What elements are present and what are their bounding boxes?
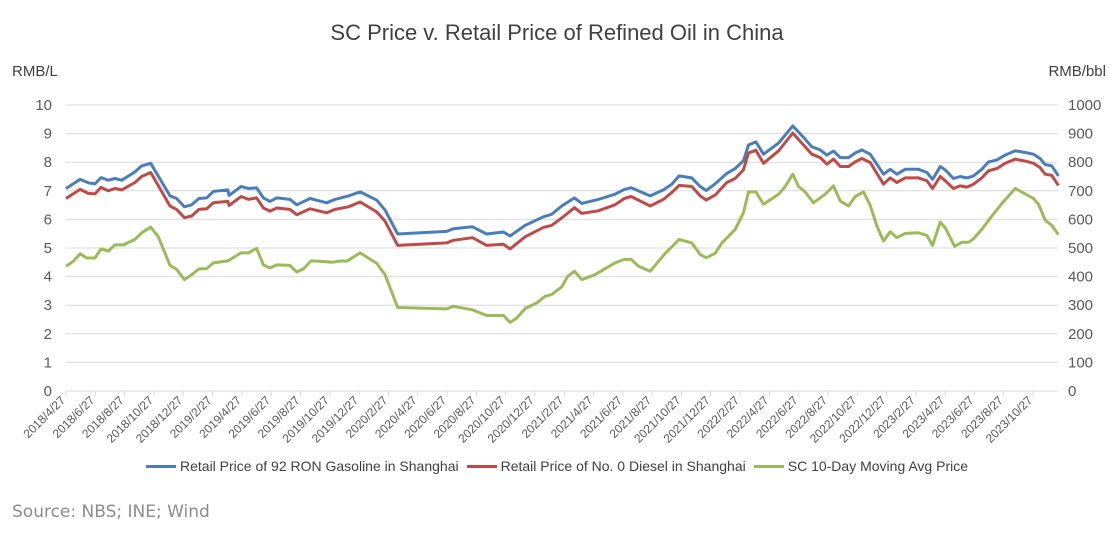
y-tick-label-right: 1000 — [1068, 97, 1101, 114]
y-tick-label-right: 300 — [1068, 297, 1093, 314]
chart-title: SC Price v. Retail Price of Refined Oil … — [330, 20, 784, 45]
right-axis-unit: RMB/bbl — [1048, 63, 1106, 80]
y-tick-label-left: 7 — [44, 183, 52, 200]
y-tick-label-right: 800 — [1068, 154, 1093, 171]
y-tick-label-right: 900 — [1068, 126, 1093, 143]
legend-label: Retail Price of 92 RON Gasoline in Shang… — [180, 458, 459, 474]
source-note: Source: NBS; INE; Wind — [12, 502, 210, 522]
y-tick-label-left: 6 — [44, 211, 52, 228]
y-tick-label-right: 700 — [1068, 183, 1093, 200]
y-tick-label-left: 2 — [44, 326, 52, 343]
series-line-gasoline — [65, 124, 1060, 238]
y-tick-label-left: 1 — [44, 354, 52, 371]
legend-swatch — [466, 464, 497, 468]
y-tick-label-left: 5 — [44, 240, 52, 257]
y-tick-label-right: 600 — [1068, 211, 1093, 228]
legend-item-gasoline: Retail Price of 92 RON Gasoline in Shang… — [146, 458, 459, 474]
y-tick-label-right: 400 — [1068, 269, 1093, 286]
series-line-sc-price — [65, 172, 1060, 324]
y-tick-label-left: 9 — [44, 126, 52, 143]
left-axis-unit: RMB/L — [12, 63, 58, 80]
y-tick-label-left: 3 — [44, 297, 52, 314]
legend: Retail Price of 92 RON Gasoline in Shang… — [0, 458, 1114, 474]
y-tick-label-left: 0 — [44, 383, 52, 400]
y-tick-label-right: 500 — [1068, 240, 1093, 257]
y-tick-label-right: 0 — [1068, 383, 1076, 400]
legend-label: Retail Price of No. 0 Diesel in Shanghai — [500, 458, 746, 474]
legend-item-sc: SC 10-Day Moving Avg Price — [753, 458, 968, 474]
y-tick-label-left: 4 — [44, 269, 52, 286]
legend-item-diesel: Retail Price of No. 0 Diesel in Shanghai — [466, 458, 746, 474]
legend-swatch — [146, 464, 176, 468]
y-tick-label-left: 10 — [35, 97, 52, 114]
y-tick-label-right: 200 — [1068, 326, 1093, 343]
legend-swatch — [753, 464, 784, 468]
y-tick-label-left: 8 — [44, 154, 52, 171]
legend-label: SC 10-Day Moving Avg Price — [787, 458, 968, 474]
y-tick-label-right: 100 — [1068, 354, 1093, 371]
series-line-diesel — [65, 131, 1060, 251]
